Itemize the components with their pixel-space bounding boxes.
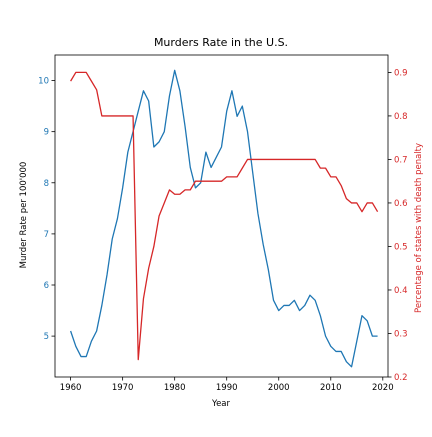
y-left-tick-label-0: 5 bbox=[44, 332, 49, 342]
y-right-tick-label-3: 0.5 bbox=[394, 242, 408, 252]
x-tick-label-1: 1970 bbox=[112, 383, 134, 393]
y-right-tick-label-7: 0.9 bbox=[394, 68, 408, 78]
x-tick-label-0: 1960 bbox=[60, 383, 82, 393]
x-tick-label-3: 1990 bbox=[216, 383, 238, 393]
y-right-tick-label-1: 0.3 bbox=[394, 329, 408, 339]
y-left-tick-label-1: 6 bbox=[44, 281, 49, 291]
x-tick-label-5: 2010 bbox=[320, 383, 342, 393]
x-axis-label: Year bbox=[211, 399, 231, 409]
y-right-tick-label-4: 0.6 bbox=[394, 199, 408, 209]
y-left-tick-label-2: 7 bbox=[44, 230, 49, 240]
chart-marks: 1960 1970 1980 1990 2000 2010 2020 5 6 7 8 9 10 0.2 0.… bbox=[38, 68, 407, 393]
x-tick-label-6: 2020 bbox=[372, 383, 394, 393]
y-axis-right-label: Percentage of states with death penalty bbox=[414, 143, 424, 313]
plot-frame bbox=[54, 54, 389, 378]
x-tick-label-2: 1980 bbox=[164, 383, 186, 393]
y-axis-left-label: Murder Rate per 100'000 bbox=[19, 162, 29, 269]
y-right-tick-label-5: 0.7 bbox=[394, 155, 408, 165]
chart-title: Murders Rate in the U.S. bbox=[154, 36, 288, 49]
y-right-tick-label-0: 0.2 bbox=[394, 373, 408, 383]
y-left-tick-label-5: 10 bbox=[38, 77, 49, 87]
series-line-murder-rate bbox=[69, 69, 378, 368]
y-right-tick-label-2: 0.4 bbox=[394, 286, 408, 296]
series-line-death-penalty bbox=[70, 71, 379, 361]
x-tick-label-4: 2000 bbox=[268, 383, 290, 393]
y-left-tick-label-3: 8 bbox=[44, 179, 49, 189]
y-left-tick-label-4: 9 bbox=[44, 128, 49, 138]
y-right-tick-label-6: 0.8 bbox=[394, 112, 408, 122]
